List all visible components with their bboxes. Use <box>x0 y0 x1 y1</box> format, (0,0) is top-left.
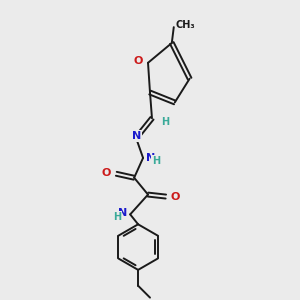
Text: N: N <box>118 208 127 218</box>
Text: CH₃: CH₃ <box>176 20 195 30</box>
Text: H: H <box>113 212 122 222</box>
Text: O: O <box>134 56 143 66</box>
Text: N: N <box>146 153 155 163</box>
Text: H: H <box>161 117 169 127</box>
Text: O: O <box>171 192 180 202</box>
Text: H: H <box>152 156 160 166</box>
Text: N: N <box>131 131 141 141</box>
Text: O: O <box>102 168 111 178</box>
